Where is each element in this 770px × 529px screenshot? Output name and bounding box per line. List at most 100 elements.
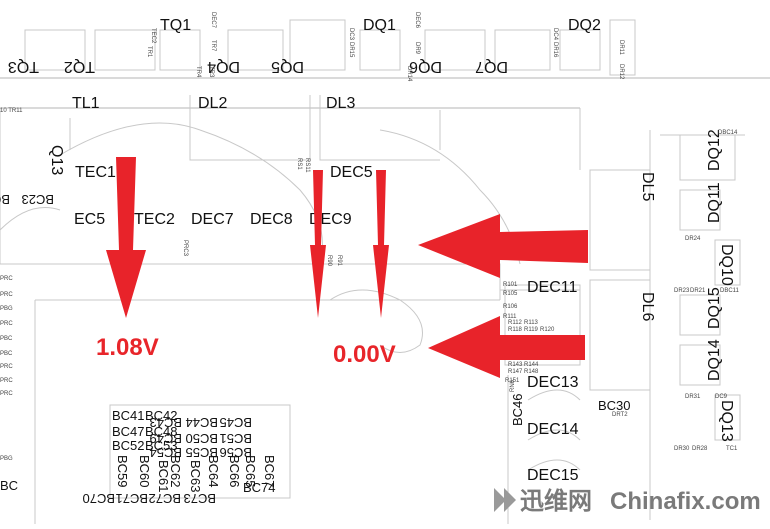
- label-dr16: DR16: [552, 42, 558, 58]
- label-tc1: TC1: [726, 446, 738, 452]
- label-dl3: DL3: [326, 95, 355, 112]
- chinafix-logo-icon: [494, 488, 516, 512]
- label-dr12: DR12: [618, 64, 624, 80]
- label-dc4: DC4: [552, 28, 558, 41]
- label-rs11: RS11: [304, 158, 310, 173]
- arrow-down-mid2: [373, 170, 389, 318]
- label-dq10: DQ10: [718, 244, 735, 286]
- label-ec5: EC5: [74, 211, 105, 228]
- label-dq7: DQ7: [475, 58, 508, 75]
- label-dq4: DQ4: [207, 58, 240, 75]
- label-dq14: DQ14: [706, 339, 723, 381]
- label-dq1: DQ1: [363, 17, 396, 34]
- annotation-arrows: [106, 157, 588, 378]
- label-pad-3: PBC: [0, 336, 13, 342]
- label-pad-2: PRC: [0, 321, 13, 327]
- label-bc72: BC72: [148, 491, 181, 506]
- label-dec5: DEC5: [330, 164, 373, 181]
- label-tr4: TR4: [195, 66, 201, 78]
- label-bc63: BC63: [188, 460, 203, 493]
- label-bc74: BC74: [243, 480, 276, 495]
- label-bc60: BC60: [137, 455, 152, 488]
- label-dc3: DC3: [348, 28, 354, 41]
- label-r144: R144: [524, 362, 539, 368]
- label-tec2: TEC2: [134, 211, 175, 228]
- label-r148: R148: [524, 369, 539, 375]
- label-dr14: DR14: [406, 66, 412, 82]
- label-bc42: BC42: [145, 408, 178, 423]
- label-r90: R90: [326, 255, 332, 267]
- label-bc45: BC45: [219, 415, 252, 430]
- label-bc51: BC51: [219, 431, 252, 446]
- label-dec7: DEC7: [191, 211, 234, 228]
- label-dec14: DEC14: [527, 421, 579, 438]
- right-component-boxes: [504, 134, 741, 441]
- label-dr11: DR11: [618, 40, 624, 56]
- label-10tr11: 10 TR11: [0, 108, 23, 114]
- left-pad-labels: PBG PRC PBC PBC PRC PRC PRC PRC PRC PBG …: [0, 276, 18, 493]
- label-bc23: BC23: [21, 192, 54, 207]
- label-dl2: DL2: [198, 95, 227, 112]
- label-tq2: TQ2: [64, 58, 95, 75]
- label-r118: R118: [508, 327, 523, 333]
- label-bc49: BC49: [149, 431, 182, 446]
- label-pad-10: PBG: [0, 456, 13, 462]
- label-dbc11: DBC11: [720, 288, 740, 294]
- arrow-down-left: [106, 157, 146, 318]
- arrow-left-lower: [428, 316, 585, 378]
- label-bc-partial: BC: [0, 478, 18, 493]
- label-pad-6: PRC: [0, 378, 13, 384]
- voltage-right: 0.00V: [333, 341, 396, 368]
- label-dec8: DEC8: [250, 211, 293, 228]
- label-dr30: DR30: [674, 446, 690, 452]
- label-tec2-small: TEC2: [150, 28, 156, 44]
- label-dq5: DQ5: [271, 58, 304, 75]
- label-prc3: PRC3: [182, 240, 188, 257]
- label-tr7: TR7: [210, 40, 216, 52]
- label-dec15: DEC15: [527, 467, 579, 484]
- label-bc54: BC54: [149, 445, 182, 460]
- label-r120: R120: [540, 327, 555, 333]
- top-labels: TQ1 DQ1 DQ2 TQ3 TQ2 DQ4 DQ5 DQ6 DQ7 TR1 …: [8, 12, 624, 82]
- label-dr23: DR23: [674, 288, 690, 294]
- label-bc66: BC66: [227, 455, 242, 488]
- label-tr3: TR3: [208, 66, 214, 78]
- label-bc46: BC46: [510, 393, 525, 426]
- label-bc50: BC50: [185, 431, 218, 446]
- label-r151: R151: [505, 378, 520, 384]
- voltage-readouts: 1.08V 0.00V: [96, 334, 396, 368]
- label-dr28: DR28: [692, 446, 708, 452]
- label-dr15: DR15: [348, 42, 354, 58]
- watermark-cn: 迅维网: [520, 487, 592, 515]
- label-dec6-small: DEC6: [414, 12, 420, 29]
- label-bc67: BC67: [262, 455, 277, 488]
- label-r143: R143: [508, 362, 523, 368]
- label-dr31: DR31: [685, 394, 701, 400]
- label-bc44: BC44: [185, 415, 218, 430]
- label-pad-9: PRC: [0, 292, 13, 298]
- voltage-left: 1.08V: [96, 334, 159, 361]
- label-r119: R119: [524, 327, 539, 333]
- label-bc70: BC70: [82, 491, 115, 506]
- label-bc55: BC55: [185, 445, 218, 460]
- label-dl5: DL5: [639, 172, 656, 201]
- label-pad-4: PBC: [0, 351, 13, 357]
- label-pad-8: PRC: [0, 276, 13, 282]
- arrow-left-upper: [418, 214, 588, 278]
- label-r91: R91: [336, 255, 342, 267]
- label-dq12: DQ12: [706, 129, 723, 171]
- label-bc62: BC62: [168, 455, 183, 488]
- label-tq3: TQ3: [8, 58, 39, 75]
- arrow-down-mid1: [310, 170, 326, 318]
- label-r106: R106: [503, 304, 518, 310]
- label-rn6: RN6: [510, 379, 516, 392]
- label-dc9: DC9: [715, 394, 728, 400]
- right-labels: DL5 DL6 DQ12 DQ11 DQ10 DQ15 DQ14 DQ13 DB…: [503, 129, 740, 484]
- label-r105: R105: [503, 291, 518, 297]
- label-bc22: BC22: [0, 192, 10, 207]
- label-bc48: BC48: [145, 424, 178, 439]
- label-pad-1: PBG: [0, 306, 13, 312]
- label-rs1: RS1: [296, 158, 302, 170]
